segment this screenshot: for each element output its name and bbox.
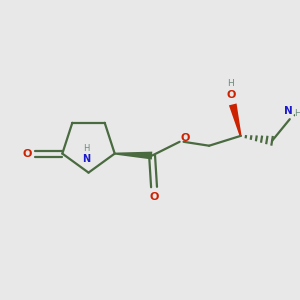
Text: H: H: [83, 143, 90, 152]
Text: N: N: [284, 106, 293, 116]
Text: H: H: [294, 109, 300, 118]
Polygon shape: [115, 152, 152, 160]
Polygon shape: [229, 103, 242, 136]
Text: O: O: [149, 192, 159, 202]
Text: O: O: [22, 148, 32, 159]
Text: O: O: [181, 133, 190, 143]
Text: H: H: [227, 79, 234, 88]
Text: O: O: [226, 90, 236, 100]
Text: N: N: [82, 154, 91, 164]
